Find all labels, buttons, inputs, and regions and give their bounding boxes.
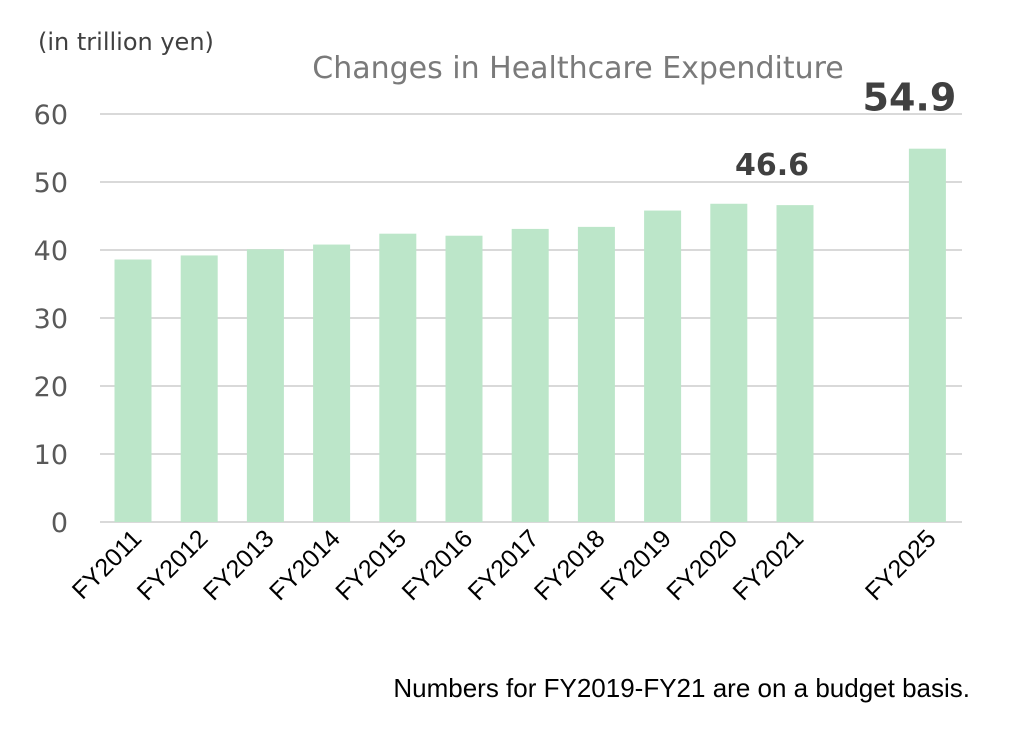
x-tick-label: FY2017 xyxy=(463,524,545,606)
bar-fy2019 xyxy=(644,210,682,522)
y-tick-label: 40 xyxy=(34,236,68,267)
bar-fy2012 xyxy=(180,255,218,522)
chart-title: Changes in Healthcare Expenditure xyxy=(312,51,843,86)
x-tick-label: FY2014 xyxy=(264,524,346,606)
x-tick-label: FY2018 xyxy=(529,524,611,606)
data-label-fy2021: 46.6 xyxy=(735,148,809,183)
y-tick-label: 20 xyxy=(34,372,68,403)
x-tick-label: FY2021 xyxy=(728,524,810,606)
y-tick-label: 30 xyxy=(34,304,68,335)
y-tick-label: 10 xyxy=(34,440,68,471)
x-tick-label: FY2011 xyxy=(67,524,147,604)
x-tick-label: FY2019 xyxy=(595,524,677,606)
footnote: Numbers for FY2019-FY21 are on a budget … xyxy=(393,673,970,703)
bar-fy2018 xyxy=(577,226,615,522)
bar-fy2015 xyxy=(379,233,417,522)
bar-fy2013 xyxy=(246,249,284,522)
bar-fy2017 xyxy=(511,228,549,523)
y-tick-label: 0 xyxy=(51,508,68,539)
x-axis-ticks: FY2011FY2012FY2013FY2014FY2015FY2016FY20… xyxy=(67,524,942,606)
data-label-fy2025: 54.9 xyxy=(863,76,957,120)
bars xyxy=(114,148,946,523)
x-tick-label: FY2013 xyxy=(198,524,280,606)
x-tick-label: FY2016 xyxy=(397,524,479,606)
unit-label: (in trillion yen) xyxy=(38,28,214,56)
x-tick-label: FY2015 xyxy=(330,524,412,606)
y-axis-ticks: 0 10 20 30 40 50 60 xyxy=(34,100,68,539)
bar-fy2014 xyxy=(313,244,351,522)
y-tick-label: 60 xyxy=(34,100,68,131)
bar-fy2016 xyxy=(445,235,483,522)
x-tick-label: FY2012 xyxy=(132,524,214,606)
x-tick-label: FY2025 xyxy=(860,524,942,606)
bar-fy2011 xyxy=(114,259,152,522)
y-tick-label: 50 xyxy=(34,168,68,199)
bar-fy2020 xyxy=(710,203,748,522)
data-labels: 46.6 54.9 xyxy=(735,76,956,183)
x-tick-label: FY2020 xyxy=(661,524,743,606)
bar-fy2021 xyxy=(776,205,814,522)
bar-fy2025 xyxy=(908,148,946,522)
